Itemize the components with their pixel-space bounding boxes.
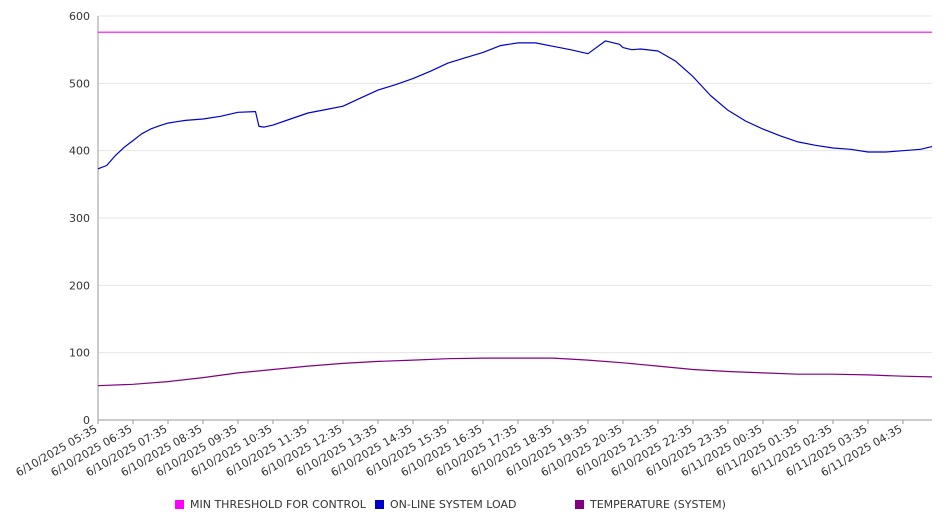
y-tick-label: 100 xyxy=(69,347,90,360)
legend-item-min-threshold[interactable]: MIN THRESHOLD FOR CONTROL xyxy=(175,498,366,511)
legend-label-min-threshold: MIN THRESHOLD FOR CONTROL xyxy=(190,498,366,511)
y-tick-label: 400 xyxy=(69,145,90,158)
legend-swatch-online-system-load xyxy=(375,500,384,509)
grid-lines xyxy=(98,15,932,354)
y-tick-label: 500 xyxy=(69,77,90,90)
y-tick-label: 300 xyxy=(69,212,90,225)
y-tick-label: 600 xyxy=(69,10,90,23)
series-line-2[interactable] xyxy=(97,357,933,387)
legend-label-temperature: TEMPERATURE (SYSTEM) xyxy=(590,498,726,511)
x-axis-ticks: 6/10/2025 05:356/10/2025 06:356/10/2025 … xyxy=(14,420,904,479)
series-line-1[interactable] xyxy=(97,40,933,170)
y-tick-label: 0 xyxy=(83,414,90,427)
legend: MIN THRESHOLD FOR CONTROL ON-LINE SYSTEM… xyxy=(0,498,946,518)
legend-swatch-min-threshold xyxy=(175,500,184,509)
series-lines xyxy=(97,31,933,387)
legend-item-online-system-load[interactable]: ON-LINE SYSTEM LOAD xyxy=(375,498,516,511)
legend-item-temperature[interactable]: TEMPERATURE (SYSTEM) xyxy=(575,498,726,511)
y-axis-ticks: 0 100 200 300 400 500 600 xyxy=(69,10,90,427)
y-tick-label: 200 xyxy=(69,279,90,292)
legend-swatch-temperature xyxy=(575,500,584,509)
legend-label-online-system-load: ON-LINE SYSTEM LOAD xyxy=(390,498,517,511)
